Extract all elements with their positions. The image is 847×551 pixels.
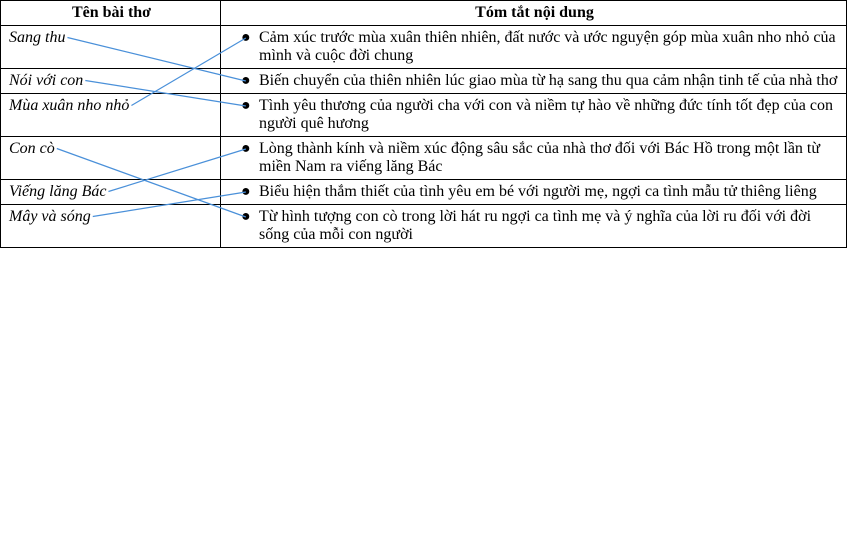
poem-name: Nói với con	[9, 72, 83, 89]
bullet-icon: ●	[241, 208, 251, 226]
header-left: Tên bài thơ	[1, 1, 221, 26]
header-right: Tóm tắt nội dung	[221, 1, 847, 26]
table-row: Mây và sóng ● Từ hình tượng con cò trong…	[1, 205, 847, 248]
bullet-icon: ●	[241, 183, 251, 201]
table-row: Nói với con ● Biến chuyển của thiên nhiê…	[1, 69, 847, 94]
summary-text: Từ hình tượng con cò trong lời hát ru ng…	[259, 208, 840, 244]
table-row: Con cò ● Lòng thành kính và niềm xúc độn…	[1, 137, 847, 180]
summary-cell: ● Tình yêu thương của người cha với con …	[221, 94, 847, 137]
poem-name-cell: Mùa xuân nho nhỏ	[1, 94, 221, 137]
summary-cell: ● Lòng thành kính và niềm xúc động sâu s…	[221, 137, 847, 180]
bullet-icon: ●	[241, 97, 251, 115]
matching-table: Tên bài thơ Tóm tắt nội dung Sang thu ● …	[0, 0, 847, 248]
poem-name-cell: Nói với con	[1, 69, 221, 94]
poem-name: Con cò	[9, 140, 55, 157]
bullet-icon: ●	[241, 29, 251, 47]
poem-name: Sang thu	[9, 29, 65, 46]
summary-cell: ● Biểu hiện thắm thiết của tình yêu em b…	[221, 180, 847, 205]
summary-cell: ● Từ hình tượng con cò trong lời hát ru …	[221, 205, 847, 248]
poem-name-cell: Mây và sóng	[1, 205, 221, 248]
table-row: Viếng lăng Bác ● Biểu hiện thắm thiết củ…	[1, 180, 847, 205]
poem-name: Mây và sóng	[9, 208, 91, 225]
summary-text: Biến chuyển của thiên nhiên lúc giao mùa…	[259, 72, 840, 90]
poem-name: Mùa xuân nho nhỏ	[9, 97, 129, 114]
table-row: Mùa xuân nho nhỏ ● Tình yêu thương của n…	[1, 94, 847, 137]
summary-text: Biểu hiện thắm thiết của tình yêu em bé …	[259, 183, 840, 201]
bullet-icon: ●	[241, 72, 251, 90]
bullet-icon: ●	[241, 140, 251, 158]
table-row: Sang thu ● Cảm xúc trước mùa xuân thiên …	[1, 26, 847, 69]
summary-text: Tình yêu thương của người cha với con và…	[259, 97, 840, 133]
header-row: Tên bài thơ Tóm tắt nội dung	[1, 1, 847, 26]
summary-cell: ● Cảm xúc trước mùa xuân thiên nhiên, đấ…	[221, 26, 847, 69]
summary-cell: ● Biến chuyển của thiên nhiên lúc giao m…	[221, 69, 847, 94]
poem-name: Viếng lăng Bác	[9, 183, 106, 200]
summary-text: Cảm xúc trước mùa xuân thiên nhiên, đất …	[259, 29, 840, 65]
summary-text: Lòng thành kính và niềm xúc động sâu sắc…	[259, 140, 840, 176]
poem-name-cell: Sang thu	[1, 26, 221, 69]
poem-name-cell: Viếng lăng Bác	[1, 180, 221, 205]
poem-name-cell: Con cò	[1, 137, 221, 180]
